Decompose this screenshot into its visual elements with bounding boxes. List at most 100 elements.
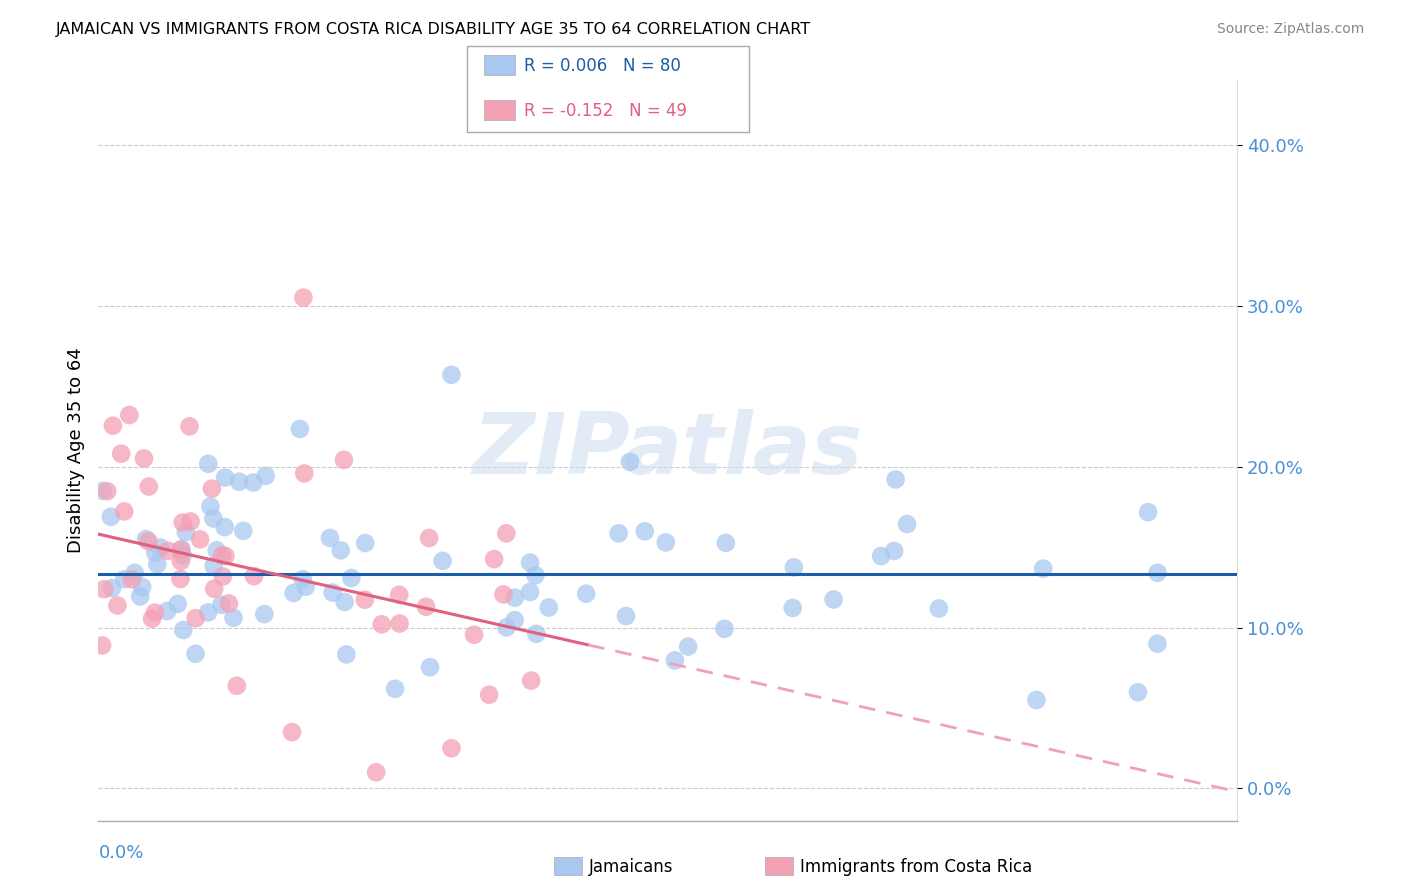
Point (184, 647, 207, 661)
Point (205, 543, 228, 558)
Point (292, 291, 315, 305)
Point (575, 587, 598, 601)
Text: ZIPatlas: ZIPatlas (472, 409, 863, 492)
Point (664, 653, 686, 667)
Point (388, 588, 411, 602)
Point (222, 611, 245, 625)
Point (200, 500, 222, 514)
Point (114, 572, 136, 586)
Point (201, 482, 224, 496)
Point (138, 479, 160, 493)
Point (1146, 566, 1168, 580)
Point (519, 585, 541, 599)
Point (100, 509, 122, 524)
Point (184, 611, 207, 625)
Point (524, 627, 547, 641)
Point (218, 597, 240, 611)
Text: R = -0.152   N = 49: R = -0.152 N = 49 (524, 102, 688, 120)
Point (782, 600, 804, 615)
Point (91, 639, 114, 653)
Point (170, 542, 193, 557)
Point (197, 606, 219, 620)
Point (655, 535, 678, 549)
Point (440, 368, 463, 382)
Text: Jamaicans: Jamaicans (589, 858, 673, 876)
Point (121, 572, 143, 586)
Point (281, 725, 304, 739)
Point (1146, 637, 1168, 651)
Point (211, 549, 233, 563)
Point (676, 640, 699, 654)
Point (294, 580, 316, 594)
Point (1126, 685, 1149, 699)
Point (870, 549, 893, 563)
Point (366, 765, 388, 780)
Point (228, 475, 250, 489)
Point (135, 532, 157, 546)
Point (823, 592, 845, 607)
Point (149, 541, 172, 555)
Point (714, 536, 737, 550)
Point (884, 472, 907, 486)
Point (1032, 561, 1054, 575)
Point (253, 607, 276, 621)
Point (214, 470, 236, 484)
Point (131, 580, 153, 594)
Point (329, 543, 352, 558)
Point (335, 648, 357, 662)
Point (118, 408, 141, 422)
Point (170, 554, 193, 568)
Point (143, 606, 166, 620)
Point (319, 531, 342, 545)
Point (166, 597, 188, 611)
Point (503, 613, 526, 627)
Point (132, 451, 155, 466)
Point (138, 534, 160, 549)
Point (214, 549, 236, 563)
Point (482, 552, 505, 566)
Point (212, 569, 235, 583)
Point (478, 688, 501, 702)
Y-axis label: Disability Age 35 to 64: Disability Age 35 to 64 (66, 348, 84, 553)
Point (101, 581, 124, 595)
Point (371, 617, 394, 632)
Point (156, 604, 179, 618)
Point (354, 536, 377, 550)
Point (180, 515, 202, 529)
Point (619, 455, 641, 469)
Point (524, 568, 547, 582)
Point (503, 591, 526, 605)
Text: Immigrants from Costa Rica: Immigrants from Costa Rica (800, 858, 1032, 876)
Point (288, 422, 311, 436)
Point (340, 571, 363, 585)
Point (419, 660, 441, 674)
Point (202, 511, 225, 525)
Point (333, 453, 356, 467)
Point (333, 595, 356, 609)
Point (112, 504, 135, 518)
Point (124, 566, 146, 580)
Point (188, 533, 211, 547)
Point (214, 520, 236, 534)
Point (495, 526, 517, 541)
Point (896, 516, 918, 531)
Point (291, 572, 314, 586)
Point (110, 447, 132, 461)
Point (492, 587, 515, 601)
Text: 0.0%: 0.0% (98, 845, 143, 863)
Point (145, 546, 167, 560)
Point (146, 558, 169, 572)
Point (225, 679, 247, 693)
Point (242, 475, 264, 490)
Point (101, 418, 124, 433)
Point (141, 612, 163, 626)
Point (519, 556, 541, 570)
Point (105, 599, 128, 613)
Point (292, 467, 315, 481)
Point (883, 544, 905, 558)
Point (169, 572, 191, 586)
Point (172, 516, 194, 530)
Point (232, 524, 254, 538)
Point (202, 582, 225, 596)
Point (254, 469, 277, 483)
